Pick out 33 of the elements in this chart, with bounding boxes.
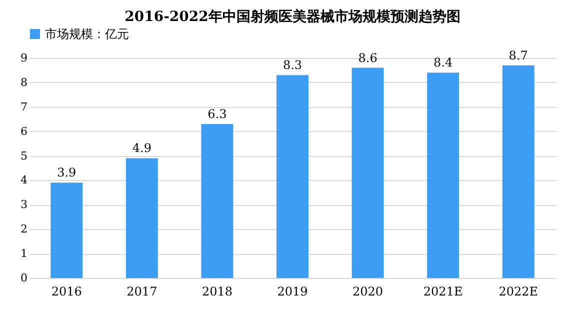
data-label: 8.6 bbox=[358, 50, 378, 65]
data-label: 8.7 bbox=[508, 48, 528, 62]
x-tick-label: 2019 bbox=[277, 284, 308, 298]
bar bbox=[276, 75, 308, 278]
bar bbox=[502, 65, 534, 278]
chart-title: 2016-2022年中国射频医美器械市场规模预测趋势图 bbox=[124, 8, 460, 25]
y-tick-label: 0 bbox=[20, 272, 28, 284]
y-tick-label: 5 bbox=[20, 149, 28, 162]
y-tick-label: 9 bbox=[20, 52, 28, 64]
data-label: 6.3 bbox=[208, 107, 227, 121]
bar bbox=[126, 158, 158, 278]
bar bbox=[50, 182, 83, 278]
legend-label: 市场规模：亿元 bbox=[45, 27, 129, 41]
bar bbox=[201, 124, 234, 278]
y-tick-label: 1 bbox=[20, 247, 28, 260]
bar bbox=[352, 68, 384, 278]
x-tick-label: 2020 bbox=[352, 284, 384, 298]
x-tick-label: 2018 bbox=[202, 284, 232, 298]
data-label: 8.3 bbox=[282, 58, 302, 72]
data-label: 3.9 bbox=[57, 166, 76, 180]
x-tick-label: 2022E bbox=[498, 284, 538, 298]
data-label: 4.9 bbox=[132, 141, 152, 156]
bar bbox=[427, 72, 460, 278]
y-tick-label: 8 bbox=[20, 76, 28, 89]
y-tick-label: 7 bbox=[20, 100, 28, 114]
y-tick-label: 6 bbox=[20, 124, 28, 138]
x-tick-label: 2016 bbox=[51, 284, 82, 298]
y-tick-label: 3 bbox=[20, 198, 28, 212]
y-tick-label: 2 bbox=[20, 222, 28, 236]
x-tick-label: 2017 bbox=[126, 284, 158, 298]
x-tick-label: 2021E bbox=[423, 284, 463, 298]
y-tick-label: 4 bbox=[20, 174, 28, 187]
data-label: 8.4 bbox=[434, 56, 453, 70]
